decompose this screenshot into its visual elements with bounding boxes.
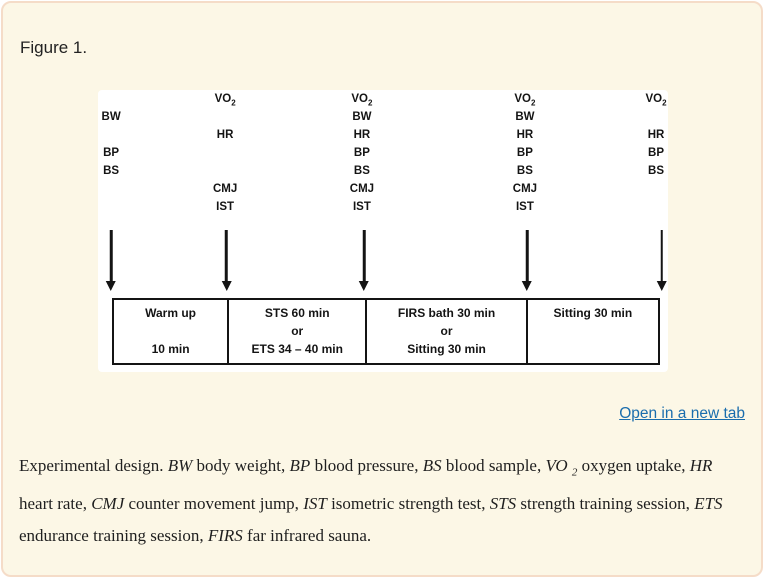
caption-segment: isometric strength test, bbox=[326, 494, 490, 514]
measurement-label: HR bbox=[216, 129, 234, 141]
measurement-label: BS bbox=[103, 165, 120, 177]
timeline-cell-line: ETS 34 – 40 min bbox=[251, 342, 343, 356]
timeline-cell-line bbox=[528, 322, 658, 340]
arrow-down-icon bbox=[362, 230, 366, 281]
timeline-cell: Sitting 30 min bbox=[525, 300, 658, 363]
caption-segment: BP bbox=[289, 456, 311, 475]
measurement-label: IST bbox=[216, 201, 235, 213]
measurement-label: BP bbox=[353, 147, 370, 159]
caption-segment: strength training session, bbox=[516, 494, 695, 514]
timeline-cell-line: or bbox=[440, 324, 453, 338]
caption-segment: Experimental design. bbox=[19, 456, 168, 475]
measurement-label: VO2 bbox=[645, 93, 667, 108]
caption-segment: counter movement jump, bbox=[124, 494, 304, 514]
timeline-cell-line: or bbox=[291, 324, 304, 338]
caption-segment: 2 bbox=[571, 466, 578, 479]
measurement-label: CMJ bbox=[349, 183, 375, 195]
caption-segment: BW bbox=[167, 456, 193, 475]
figure-image: BW BP BS VO2 HR CMJ IST VO2 BW HR BP BS CMJ IST VO2 BW H… bbox=[98, 90, 668, 372]
measurement-label: BP bbox=[516, 147, 533, 159]
caption-segment: heart rate, bbox=[19, 494, 92, 514]
link-row: Open in a new tab bbox=[19, 403, 745, 425]
measurement-label: BS bbox=[648, 165, 665, 177]
measurement-label: VO2 bbox=[351, 93, 373, 108]
arrow-down-icon bbox=[109, 230, 113, 281]
timeline-cell: Warm up 10 min bbox=[114, 300, 227, 363]
caption-segment: VO bbox=[545, 456, 568, 475]
open-in-new-tab-link[interactable]: Open in a new tab bbox=[619, 405, 745, 422]
timeline-cell: STS 60 min or ETS 34 – 40 min bbox=[227, 300, 365, 363]
timeline-cell-line: STS 60 min bbox=[264, 306, 330, 320]
caption-segment: FIRS bbox=[207, 526, 243, 546]
measurement-label: BW bbox=[515, 111, 535, 123]
figure-caption: Experimental design. BW body weight, BP … bbox=[19, 450, 749, 552]
measurement-label: BW bbox=[352, 111, 372, 123]
caption-segment: IST bbox=[303, 494, 327, 514]
measurement-label: BW bbox=[101, 111, 121, 123]
caption-segment: STS bbox=[489, 494, 517, 514]
caption-segment: far infrared sauna. bbox=[242, 526, 372, 546]
measurement-label: IST bbox=[515, 201, 534, 213]
arrow-down-icon bbox=[225, 230, 228, 281]
measurement-label: BS bbox=[353, 165, 370, 177]
timeline-cell-line: Sitting 30 min bbox=[407, 342, 486, 356]
caption-segment: HR bbox=[689, 456, 713, 475]
measurement-label: BP bbox=[648, 147, 665, 159]
caption-segment: oxygen uptake, bbox=[577, 456, 690, 475]
caption-segment: CMJ bbox=[91, 494, 125, 514]
figure-title: Figure 1. bbox=[20, 38, 88, 57]
timeline-cell-line: 10 min bbox=[151, 342, 190, 356]
timeline-cell-line: Sitting 30 min bbox=[553, 306, 633, 320]
measurement-label: VO2 bbox=[214, 93, 236, 108]
measurement-label: VO2 bbox=[514, 93, 536, 108]
caption-segment: ETS bbox=[694, 494, 723, 514]
arrow-down-icon bbox=[525, 230, 529, 281]
caption-segment: blood sample, bbox=[441, 456, 546, 475]
timeline-cell: FIRS bath 30 min or Sitting 30 min bbox=[365, 300, 525, 363]
arrow-down-icon bbox=[660, 230, 663, 281]
measurement-label: HR bbox=[647, 129, 665, 141]
measurement-label: BP bbox=[103, 147, 120, 159]
measurement-label: BS bbox=[516, 165, 533, 177]
timeline-cell-line bbox=[528, 340, 658, 358]
measurement-label: IST bbox=[352, 201, 371, 213]
measurement-label: CMJ bbox=[512, 183, 538, 195]
caption-segment: body weight, bbox=[192, 456, 290, 475]
timeline-cell-line: Warm up bbox=[145, 306, 197, 320]
timeline-cell-line: FIRS bath 30 min bbox=[397, 306, 496, 320]
caption-segment: endurance training session, bbox=[19, 526, 208, 546]
caption-segment: blood pressure, bbox=[310, 456, 423, 475]
caption-segment: BS bbox=[422, 456, 442, 475]
timeline-cell-line bbox=[114, 322, 227, 340]
measurement-label: CMJ bbox=[212, 183, 238, 195]
timeline-box: Warm up 10 min STS 60 min or ETS 34 – 40 min… bbox=[112, 298, 660, 365]
measurement-label: HR bbox=[353, 129, 371, 141]
measurement-label: HR bbox=[516, 129, 534, 141]
